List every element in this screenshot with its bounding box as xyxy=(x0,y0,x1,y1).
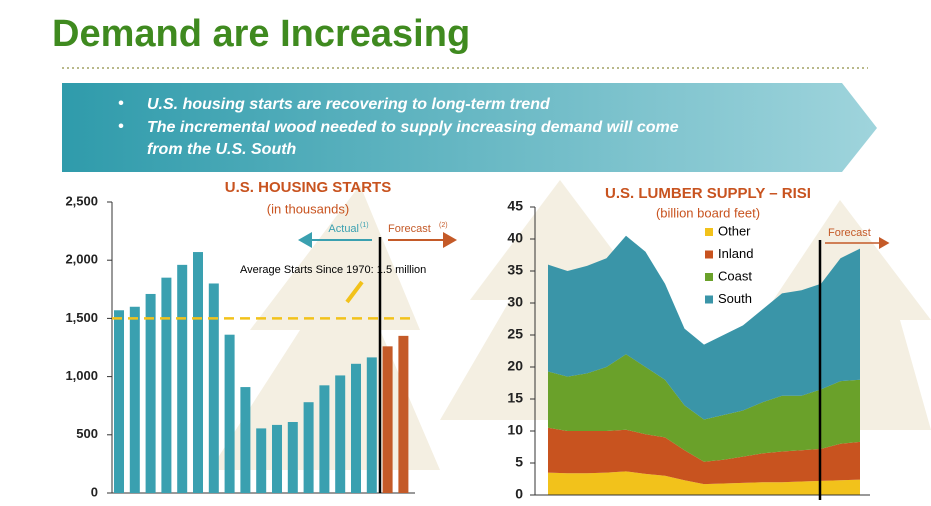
bar xyxy=(208,283,219,493)
slide-title: Demand are Increasing xyxy=(52,13,470,55)
annotation-note: (1) xyxy=(360,222,369,229)
legend-label: South xyxy=(718,291,752,306)
legend-swatch xyxy=(705,273,713,281)
y-tick-label: 2,000 xyxy=(65,252,98,267)
bullet-text: The incremental wood needed to supply in… xyxy=(147,119,679,136)
y-tick-label: 25 xyxy=(507,326,523,342)
bar xyxy=(161,277,172,493)
bar xyxy=(256,428,267,493)
y-tick-label: 35 xyxy=(507,262,523,278)
y-tick-label: 500 xyxy=(76,426,98,441)
bar xyxy=(114,310,124,493)
y-tick-label: 30 xyxy=(507,294,523,310)
y-tick-label: 20 xyxy=(507,358,523,374)
bullet-dot: • xyxy=(118,95,124,112)
bullet-dot: • xyxy=(118,118,124,135)
legend-swatch xyxy=(705,228,713,236)
banner xyxy=(62,83,877,172)
bar xyxy=(319,385,330,493)
y-tick-label: 40 xyxy=(507,230,523,246)
bar xyxy=(129,306,140,493)
bar xyxy=(303,402,314,493)
chart-subtitle: (in thousands) xyxy=(267,201,349,216)
y-tick-label: 45 xyxy=(507,198,523,214)
bullet-text: U.S. housing starts are recovering to lo… xyxy=(147,96,551,113)
bar xyxy=(398,335,409,493)
bar xyxy=(224,334,235,493)
chart-title: U.S. LUMBER SUPPLY – RISI xyxy=(605,185,811,202)
bar xyxy=(145,293,156,493)
bar xyxy=(335,375,346,493)
y-tick-label: 15 xyxy=(507,390,523,406)
bar xyxy=(240,387,251,493)
bar xyxy=(382,346,393,493)
y-tick-label: 0 xyxy=(515,486,523,502)
bar xyxy=(351,363,361,493)
bar xyxy=(287,421,298,493)
bullet-text: from the U.S. South xyxy=(147,141,297,158)
annotation-actual: Actual xyxy=(328,223,359,235)
y-tick-label: 0 xyxy=(91,484,98,499)
annotation-note: (2) xyxy=(439,222,448,229)
legend-swatch xyxy=(705,295,713,304)
y-tick-label: 5 xyxy=(515,454,523,470)
area xyxy=(548,354,860,462)
legend-label: Coast xyxy=(718,268,752,283)
y-tick-label: 2,500 xyxy=(65,193,98,208)
legend-label: Other xyxy=(718,223,751,238)
y-tick-label: 1,000 xyxy=(65,368,98,383)
chart-title: U.S. HOUSING STARTS xyxy=(225,179,391,196)
legend-label: Inland xyxy=(718,246,753,261)
annotation-arrow xyxy=(345,280,364,304)
area xyxy=(548,471,860,495)
bar xyxy=(177,264,188,493)
bar xyxy=(193,252,203,493)
y-tick-label: 10 xyxy=(507,422,523,438)
legend-swatch xyxy=(705,250,713,259)
chart-subtitle: (billion board feet) xyxy=(656,205,760,220)
y-tick-label: 1,500 xyxy=(65,310,98,325)
bar xyxy=(366,357,377,493)
area xyxy=(548,235,860,420)
annotation-forecast: Forecast xyxy=(388,223,431,235)
annotation-forecast: Forecast xyxy=(828,227,871,239)
area xyxy=(548,427,860,485)
bar xyxy=(272,424,282,493)
annotation-average: Average Starts Since 1970: 1.5 million xyxy=(240,264,426,276)
